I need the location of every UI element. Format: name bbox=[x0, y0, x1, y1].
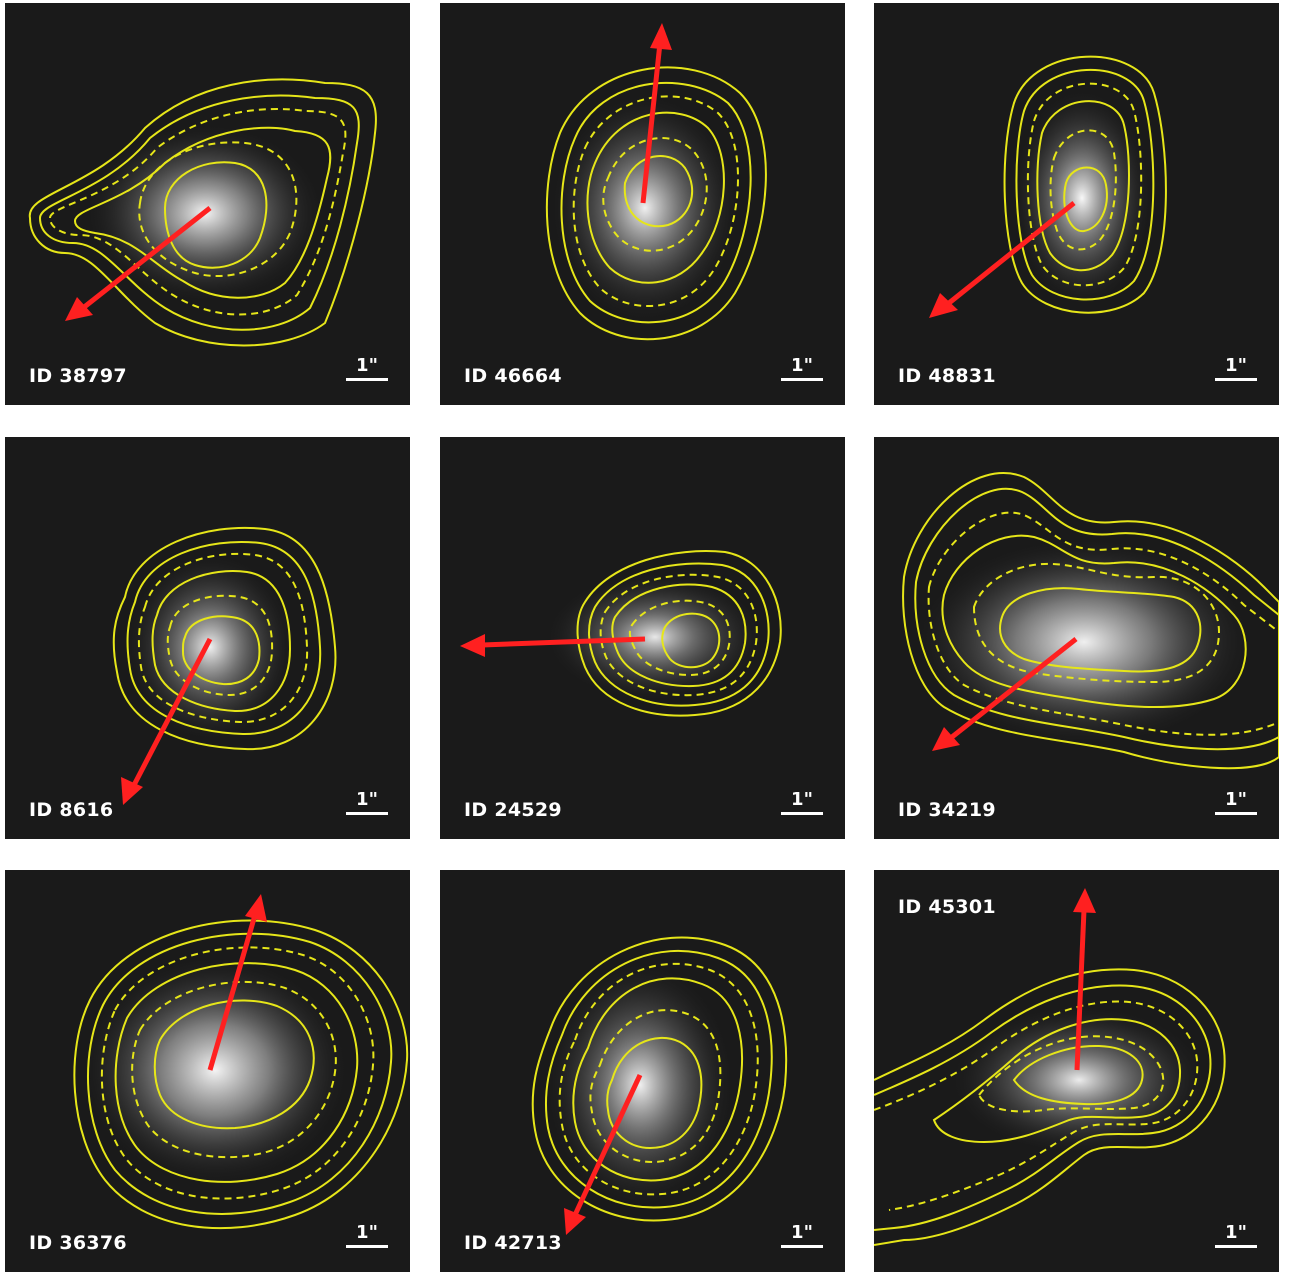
scale-line bbox=[1215, 378, 1257, 381]
galaxy-panel-1: ID 38797 1" bbox=[5, 3, 410, 405]
galaxy-image-4 bbox=[112, 526, 337, 805]
scale-bar: 1" bbox=[1215, 1222, 1257, 1252]
scale-label: 1" bbox=[791, 1222, 813, 1243]
galaxy-panel-5: ID 24529 1" bbox=[440, 437, 845, 839]
scale-bar: 1" bbox=[781, 355, 823, 385]
scale-bar: 1" bbox=[1215, 789, 1257, 819]
direction-arrow-3 bbox=[929, 201, 1076, 318]
galaxy-panel-3: ID 48831 1" bbox=[874, 3, 1279, 405]
direction-arrow-1 bbox=[65, 206, 212, 321]
galaxy-image-5 bbox=[460, 550, 782, 717]
scale-line bbox=[1215, 812, 1257, 815]
galaxy-panel-8: ID 42713 1" bbox=[440, 870, 845, 1272]
scale-bar: 1" bbox=[346, 355, 388, 385]
scale-line bbox=[346, 1245, 388, 1248]
scale-label: 1" bbox=[1225, 355, 1247, 376]
scale-bar: 1" bbox=[781, 1222, 823, 1252]
direction-arrow-8 bbox=[564, 1073, 643, 1235]
galaxy-image-6 bbox=[902, 472, 1279, 770]
direction-arrow-5 bbox=[460, 634, 646, 657]
direction-arrow-9 bbox=[1073, 888, 1096, 1071]
scale-line bbox=[781, 1245, 823, 1248]
scale-bar: 1" bbox=[1215, 355, 1257, 385]
scale-label: 1" bbox=[1225, 789, 1247, 810]
galaxy-image-3 bbox=[929, 55, 1167, 318]
scale-bar: 1" bbox=[346, 789, 388, 819]
galaxy-id-label: ID 38797 bbox=[29, 365, 127, 387]
scale-line bbox=[346, 378, 388, 381]
galaxy-image-8 bbox=[531, 936, 788, 1235]
scale-line bbox=[781, 378, 823, 381]
galaxy-id-label: ID 46664 bbox=[464, 365, 562, 387]
galaxy-panel-9: ID 45301 1" bbox=[874, 870, 1279, 1272]
galaxy-id-label: ID 42713 bbox=[464, 1232, 562, 1254]
galaxy-panel-7: ID 36376 1" bbox=[5, 870, 410, 1272]
galaxy-image-9 bbox=[874, 888, 1226, 1246]
scale-label: 1" bbox=[1225, 1222, 1247, 1243]
galaxy-id-label: ID 24529 bbox=[464, 799, 562, 821]
galaxy-id-label: ID 45301 bbox=[898, 896, 996, 918]
galaxy-id-label: ID 8616 bbox=[29, 799, 114, 821]
scale-line bbox=[346, 812, 388, 815]
scale-label: 1" bbox=[356, 789, 378, 810]
galaxy-panel-2: ID 46664 1" bbox=[440, 3, 845, 405]
scale-label: 1" bbox=[791, 789, 813, 810]
galaxy-id-label: ID 36376 bbox=[29, 1232, 127, 1254]
galaxy-id-label: ID 34219 bbox=[898, 799, 996, 821]
direction-arrow-6 bbox=[932, 637, 1078, 751]
galaxy-image-2 bbox=[545, 23, 767, 341]
scale-line bbox=[1215, 1245, 1257, 1248]
galaxy-panel-4: ID 8616 1" bbox=[5, 437, 410, 839]
galaxy-id-label: ID 48831 bbox=[898, 365, 996, 387]
scale-bar: 1" bbox=[781, 789, 823, 819]
direction-arrow-4 bbox=[121, 637, 213, 805]
direction-arrow-2 bbox=[640, 23, 672, 204]
scale-line bbox=[781, 812, 823, 815]
scale-label: 1" bbox=[356, 355, 378, 376]
scale-bar: 1" bbox=[346, 1222, 388, 1252]
galaxy-panel-6: ID 34219 1" bbox=[874, 437, 1279, 839]
galaxy-image-7 bbox=[73, 894, 409, 1230]
scale-label: 1" bbox=[791, 355, 813, 376]
direction-arrow-7 bbox=[207, 894, 267, 1071]
scale-label: 1" bbox=[356, 1222, 378, 1243]
galaxy-image-1 bbox=[28, 78, 377, 347]
